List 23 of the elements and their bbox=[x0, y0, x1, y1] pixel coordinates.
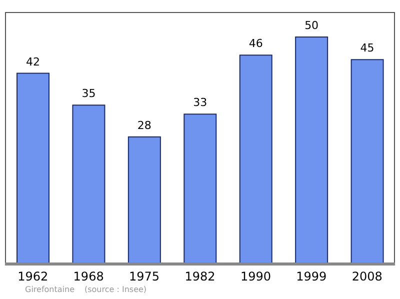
bar bbox=[295, 36, 328, 264]
x-tick-label: 1968 bbox=[73, 270, 104, 284]
data-label: 50 bbox=[304, 18, 319, 32]
bar bbox=[350, 59, 384, 264]
x-tick-label: 1999 bbox=[296, 270, 327, 284]
data-label: 45 bbox=[360, 42, 374, 55]
bar bbox=[184, 114, 217, 264]
x-tick-label: 1962 bbox=[18, 270, 48, 284]
data-label: 28 bbox=[137, 118, 152, 132]
bar bbox=[16, 72, 50, 264]
bar bbox=[239, 54, 272, 264]
x-tick-label: 2008 bbox=[352, 270, 382, 284]
bar bbox=[72, 104, 106, 264]
data-label: 35 bbox=[82, 87, 96, 100]
x-tick-label: 1975 bbox=[129, 270, 160, 284]
bar bbox=[128, 136, 161, 264]
data-label: 42 bbox=[26, 55, 40, 68]
data-label: 46 bbox=[248, 37, 263, 50]
x-tick-label: 1990 bbox=[240, 270, 271, 284]
text: Girefontaine bbox=[25, 285, 74, 294]
text: (source : Insee) bbox=[84, 285, 147, 294]
data-label: 33 bbox=[193, 96, 208, 110]
x-tick-label: 1982 bbox=[184, 270, 216, 284]
